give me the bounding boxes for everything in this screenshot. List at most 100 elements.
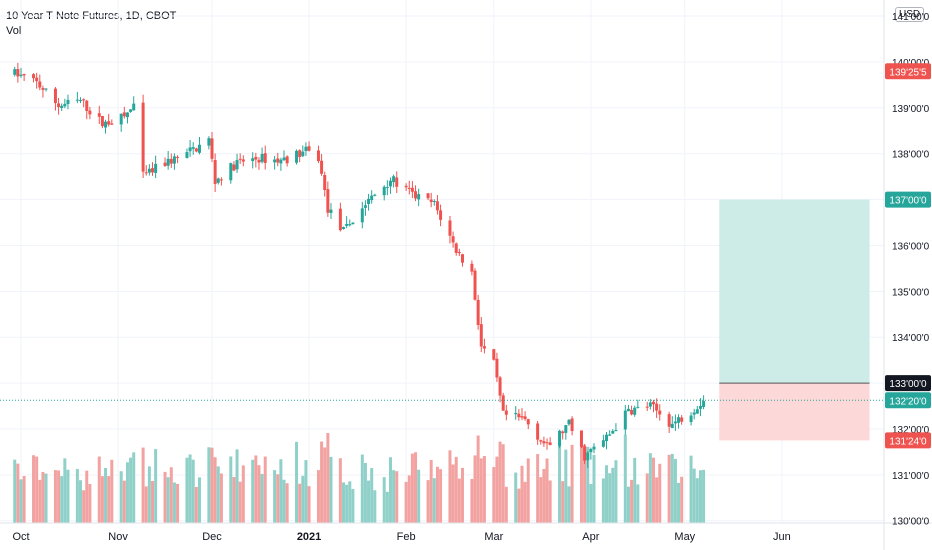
candle-body bbox=[44, 88, 48, 90]
volume-bar bbox=[454, 456, 458, 523]
candle-body bbox=[495, 358, 499, 378]
candle-body bbox=[342, 227, 346, 229]
candle-body bbox=[147, 168, 151, 173]
volume-bar bbox=[119, 471, 123, 523]
volume-bar bbox=[586, 446, 590, 523]
candle-body bbox=[698, 406, 702, 409]
volume-bar bbox=[301, 475, 305, 523]
candle-body bbox=[498, 377, 502, 396]
candle-body bbox=[608, 434, 612, 436]
candle-body bbox=[151, 168, 155, 173]
volume-bar bbox=[482, 456, 486, 523]
candle-body bbox=[22, 74, 26, 76]
candle-body bbox=[564, 425, 568, 433]
volume-bar bbox=[304, 460, 308, 523]
volume-bar bbox=[564, 449, 568, 523]
candle-body bbox=[567, 419, 571, 425]
volume-bar bbox=[213, 457, 217, 523]
volume-bar bbox=[285, 483, 289, 523]
candle-body bbox=[100, 115, 104, 127]
candle-body bbox=[251, 158, 255, 162]
candle-body bbox=[219, 179, 223, 181]
candle-body bbox=[636, 406, 640, 408]
stop-zone bbox=[719, 383, 870, 441]
candle-body bbox=[517, 413, 521, 418]
candle-body bbox=[548, 442, 552, 445]
candle-body bbox=[526, 419, 530, 425]
volume-bar bbox=[382, 477, 386, 523]
volume-bar bbox=[670, 453, 674, 523]
candle-body bbox=[570, 418, 574, 432]
volume-bar bbox=[504, 486, 508, 523]
volume-bar bbox=[219, 473, 223, 523]
candle-body bbox=[633, 407, 637, 415]
volume-bar bbox=[677, 482, 681, 523]
candle-body bbox=[417, 194, 421, 200]
candle-body bbox=[298, 150, 302, 157]
volume-bar bbox=[185, 457, 189, 523]
volume-bar bbox=[107, 476, 111, 523]
candle-body bbox=[473, 270, 477, 300]
candle-body bbox=[326, 189, 330, 213]
candle-body bbox=[680, 417, 684, 422]
candle-body bbox=[207, 138, 211, 146]
candle-body bbox=[166, 158, 170, 166]
volume-bar bbox=[16, 463, 20, 523]
candle-body bbox=[191, 147, 195, 149]
volume-bar bbox=[66, 469, 70, 523]
candle-body bbox=[88, 110, 92, 115]
price-tick-label: 131'00'0 bbox=[892, 471, 930, 482]
volume-bar bbox=[367, 480, 371, 523]
volume-bar bbox=[298, 483, 302, 523]
volume-bar bbox=[273, 470, 277, 523]
price-tick-label: 134'00'0 bbox=[892, 333, 930, 344]
candle-body bbox=[119, 113, 123, 125]
candle-body bbox=[235, 160, 239, 170]
volume-bar bbox=[608, 473, 612, 523]
candle-body bbox=[586, 452, 590, 461]
candle-body bbox=[439, 210, 443, 220]
volume-bar bbox=[702, 469, 706, 523]
candle-body bbox=[60, 105, 64, 109]
candle-body bbox=[542, 441, 546, 444]
volume-bar bbox=[32, 455, 36, 523]
candle-body bbox=[611, 430, 615, 434]
currency-button[interactable]: USD bbox=[895, 7, 925, 22]
candle-body bbox=[457, 251, 461, 254]
candle-body bbox=[260, 154, 264, 162]
candle-body bbox=[197, 144, 201, 153]
candle-body bbox=[19, 74, 23, 76]
price-label-text: 133'00'0 bbox=[889, 379, 927, 390]
volume-bar bbox=[191, 459, 195, 523]
price-label-tag bbox=[885, 63, 931, 80]
candle-body bbox=[702, 401, 706, 407]
volume-bar bbox=[395, 471, 399, 523]
candle-body bbox=[97, 113, 101, 117]
volume-bar bbox=[592, 454, 596, 523]
volume-bar bbox=[147, 466, 151, 523]
price-tick-label: 139'00'0 bbox=[892, 104, 930, 115]
price-tick-label: 141'00'0 bbox=[892, 12, 930, 23]
volume-bar bbox=[517, 488, 521, 523]
candle-body bbox=[392, 176, 396, 183]
candle-body bbox=[658, 410, 662, 415]
volume-bar bbox=[197, 477, 201, 523]
volume-bar bbox=[645, 473, 649, 523]
candle-body bbox=[385, 187, 389, 189]
candle-body bbox=[78, 100, 82, 102]
candle-body bbox=[232, 164, 236, 171]
candle-body bbox=[476, 299, 480, 325]
volume-bar bbox=[426, 480, 430, 523]
candle-body bbox=[141, 102, 145, 172]
candle-body bbox=[373, 194, 377, 196]
candle-body bbox=[75, 99, 79, 101]
price-label-text: 137'00'0 bbox=[889, 196, 927, 207]
candle-body bbox=[107, 121, 111, 125]
volume-bar bbox=[44, 473, 48, 523]
candle-body bbox=[432, 200, 436, 202]
volume-bar bbox=[558, 446, 562, 523]
volume-bar bbox=[476, 435, 480, 523]
volume-bar bbox=[282, 479, 286, 523]
candle-body bbox=[122, 112, 126, 117]
